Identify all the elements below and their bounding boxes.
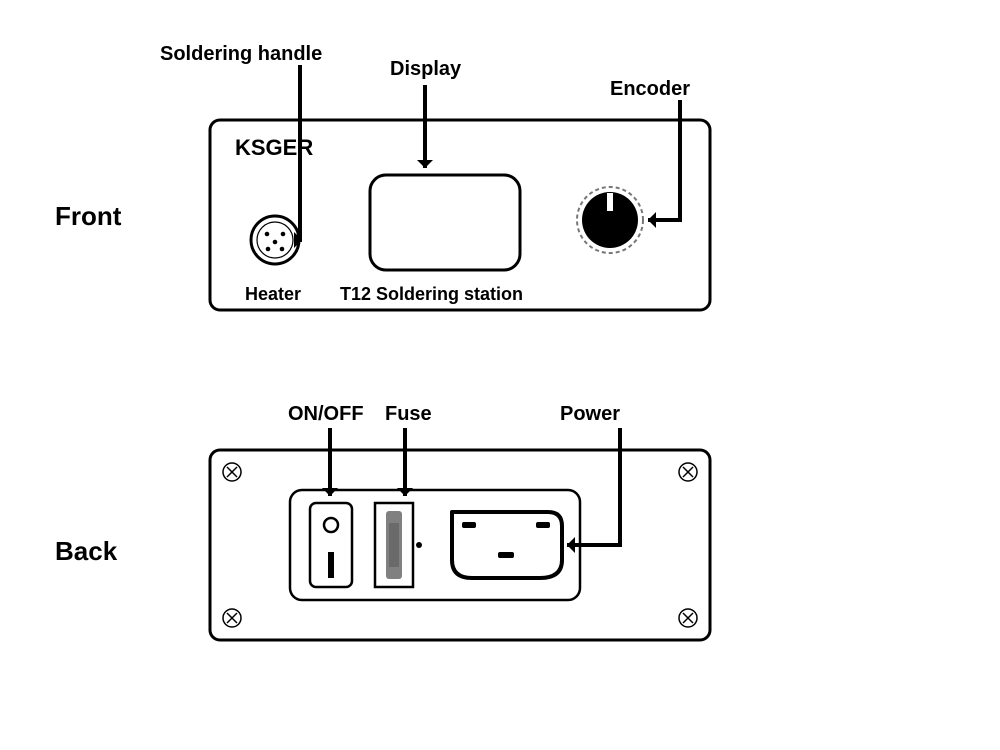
power-inlet (452, 512, 562, 578)
screw-icon (679, 609, 697, 627)
callout-power-label: Power (560, 403, 620, 425)
front-side-label: Front (55, 201, 122, 231)
callout-display (417, 85, 433, 168)
heater-label: Heater (245, 284, 301, 304)
callout-power (567, 428, 620, 553)
callout-fuse-label: Fuse (385, 403, 432, 425)
callout-display-label: Display (390, 58, 462, 80)
callout-fuse (397, 428, 413, 496)
screw-icon (223, 609, 241, 627)
fuse-holder (375, 503, 422, 587)
callout-onoff-label: ON/OFF (288, 403, 364, 425)
heater-connector (251, 216, 299, 264)
callout-encoder-label: Encoder (610, 78, 690, 100)
onoff-switch (310, 503, 352, 587)
back-side-label: Back (55, 536, 118, 566)
screw-icon (223, 463, 241, 481)
subtitle-label: T12 Soldering station (340, 284, 523, 304)
display-screen (370, 175, 520, 270)
callout-soldering-handle-label: Soldering handle (160, 43, 322, 65)
encoder-knob (577, 187, 643, 253)
callout-onoff (322, 428, 338, 496)
screw-icon (679, 463, 697, 481)
